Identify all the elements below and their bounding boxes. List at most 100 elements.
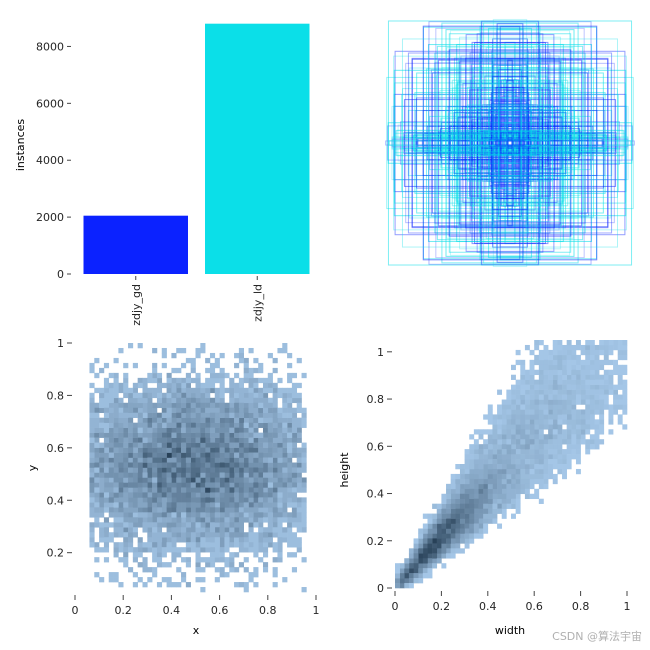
heatmap-cell [147,452,153,458]
heatmap-cell [562,389,567,395]
heatmap-cell [506,414,512,420]
heatmap-cell [262,402,269,409]
heatmap-cell [137,552,143,558]
heatmap-cell [171,457,177,463]
heatmap-cell [181,432,187,438]
heatmap-cell [492,493,498,500]
heatmap-cell [123,502,129,508]
heatmap-cell [473,459,479,465]
heatmap-cell [229,542,235,548]
heatmap-cell [200,432,206,438]
heatmap-cell [166,372,172,379]
heatmap-cell [524,369,530,376]
heatmap-cell [473,493,479,500]
heatmap-cell [580,424,586,430]
heatmap-cell [548,359,554,366]
heatmap-cell [238,547,244,553]
heatmap-cell [103,522,110,528]
heatmap-cell [166,382,172,389]
heatmap-cell [224,482,230,488]
heatmap-cell [282,497,288,503]
heatmap-cell [181,437,187,443]
heatmap-cell [118,487,124,493]
heatmap-cell [209,362,216,369]
heatmap-cell [599,439,605,445]
heatmap-cell [262,512,269,518]
heatmap-cell [296,482,302,488]
heatmap-cell [301,447,307,453]
heatmap-cell [277,412,283,418]
heatmap-cell [404,568,410,574]
heatmap-cell [248,457,254,463]
heatmap-cell [142,502,148,508]
heatmap-cell [205,472,211,478]
heatmap-cell [473,444,479,450]
heatmap-cell [408,583,414,589]
heatmap-cell [552,404,558,410]
heatmap-cell [446,508,451,514]
heatmap-cell [234,447,240,453]
heatmap-cell [200,482,206,488]
heatmap-cell [622,409,628,415]
heatmap-cell [594,409,600,415]
heatmap-cell [238,382,244,389]
heatmap-cell [450,548,456,554]
heatmap-cell [214,517,220,523]
heatmap-cell [253,512,259,518]
heatmap-cell [118,442,124,448]
heatmap-cell [296,477,302,483]
heatmap-cell [113,457,119,463]
heatmap-cell [243,372,249,379]
heatmap-cell [176,412,182,418]
heatmap-cell [557,394,563,400]
box-outline [402,88,618,198]
heatmap-cell [529,493,535,500]
heatmap-cell [128,517,134,523]
heatmap-cell [534,439,540,445]
box-outline [455,84,565,202]
heatmap-cell [253,572,259,578]
heatmap-cell [185,372,191,379]
heatmap-cell [156,422,163,428]
heatmap-cell [594,354,600,361]
heatmap-cell [464,493,470,500]
heatmap-cell [243,537,249,543]
heatmap-cell [450,518,456,524]
heatmap-cell [562,449,567,455]
heatmap-cell [195,477,201,483]
y-tick-label: 0.8 [47,389,65,402]
heatmap-cell [267,502,273,508]
heatmap-cell [450,523,456,529]
heatmap-cell [262,502,269,508]
heatmap-cell [103,447,110,453]
heatmap-cell [132,517,138,523]
heatmap-cell [478,508,484,514]
heatmap-cell [137,397,143,404]
heatmap-cell [205,377,211,384]
heatmap-cell [446,503,451,509]
heatmap-cell [478,483,484,490]
heatmap-cell [277,532,283,538]
heatmap-cell [123,477,129,483]
heatmap-cell [492,454,498,460]
heatmap-cell [432,528,438,534]
heatmap-cell [296,462,302,468]
heatmap-cell [543,444,549,450]
heatmap-cell [200,477,206,483]
heatmap-cell [483,429,489,435]
heatmap-cell [469,533,475,539]
heatmap-cell [557,464,563,470]
heatmap-cell [511,498,516,504]
heatmap-cell [152,572,158,578]
heatmap-cell [190,392,196,399]
heatmap-cell [287,522,293,528]
heatmap-cell [166,487,172,493]
heatmap-cell [200,467,206,473]
heatmap-cell [277,452,283,458]
heatmap-cell [404,563,410,569]
heatmap-cell [132,532,138,538]
heatmap-cell [520,434,526,440]
heatmap-cell [585,409,591,415]
heatmap-cell [103,387,110,394]
heatmap-cell [132,432,138,438]
